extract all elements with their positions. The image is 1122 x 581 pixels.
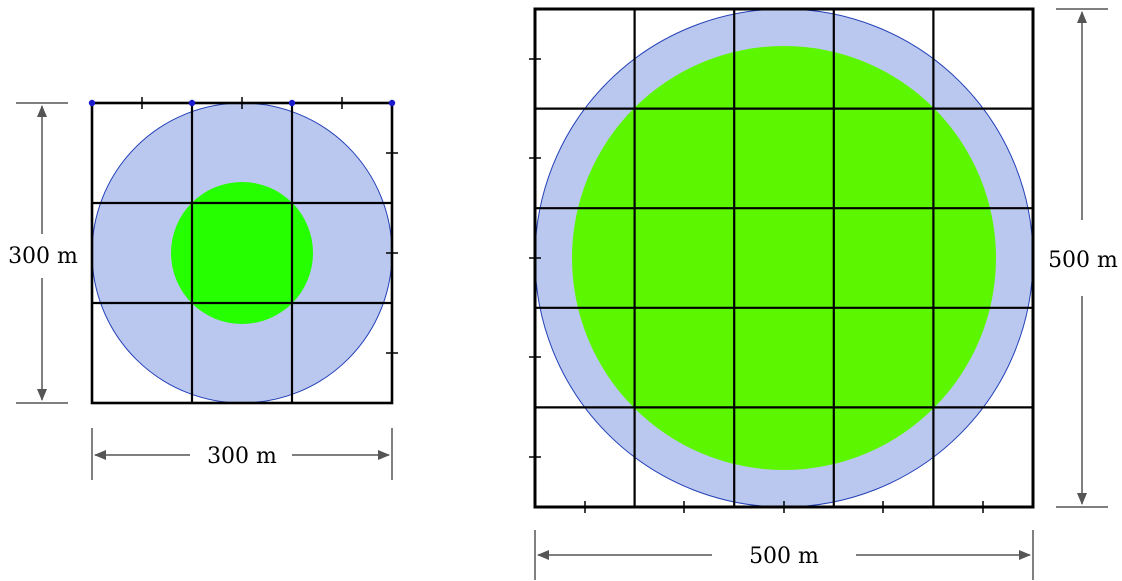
diagram-small: 300 m 300 m <box>8 97 398 480</box>
height-label-large: 500 m <box>1048 248 1118 273</box>
width-label-small: 300 m <box>207 444 277 469</box>
marker-dots-small <box>88 99 396 107</box>
diagram-large: 500 m 500 m <box>529 7 1118 580</box>
height-dimension-small <box>16 102 68 404</box>
width-dimension-large <box>534 530 1034 580</box>
width-label-large: 500 m <box>749 544 819 569</box>
width-dimension-small <box>91 428 393 480</box>
height-dimension-large <box>1056 8 1108 508</box>
inner-circle-large <box>572 46 996 470</box>
height-label-small: 300 m <box>8 244 78 269</box>
inner-circle-small <box>171 182 313 324</box>
tick-marks-large <box>529 58 984 513</box>
tick-marks-small <box>141 97 398 354</box>
